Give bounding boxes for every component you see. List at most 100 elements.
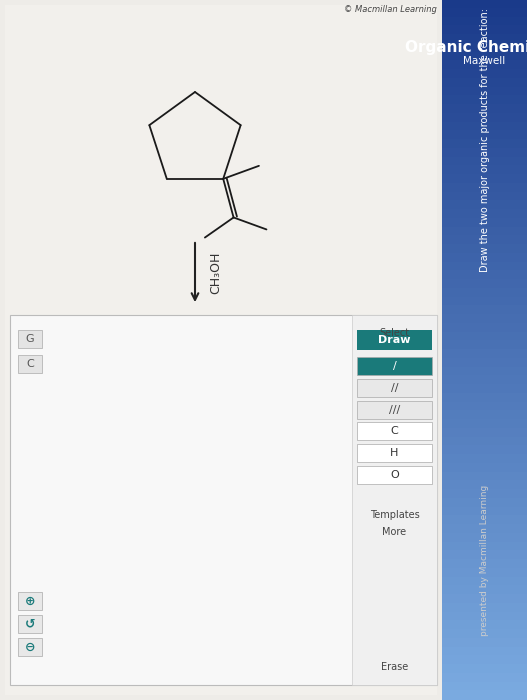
Bar (442, 437, 527, 447)
Bar (442, 349, 527, 358)
Bar (442, 183, 527, 193)
Bar (442, 410, 527, 420)
Bar (442, 314, 527, 323)
Bar (442, 288, 527, 298)
Bar (442, 69, 527, 79)
Bar (442, 148, 527, 158)
Bar (442, 0, 527, 8)
Text: Select: Select (379, 328, 409, 338)
Bar (442, 603, 527, 612)
Text: presented by Macmillan Learning: presented by Macmillan Learning (480, 484, 489, 636)
Bar (442, 262, 527, 271)
Bar (352, 315, 437, 685)
Bar (18, 592, 42, 610)
Bar (10, 315, 437, 685)
Bar (442, 375, 527, 385)
Bar (442, 244, 527, 254)
Bar (442, 620, 527, 630)
Bar (442, 60, 527, 70)
Text: Draw the two major organic products for the reaction:: Draw the two major organic products for … (480, 8, 490, 272)
Text: CH₃OH: CH₃OH (209, 251, 222, 294)
Text: Erase: Erase (381, 662, 408, 672)
Bar (442, 200, 527, 210)
Bar (442, 515, 527, 525)
Text: ⊕: ⊕ (25, 594, 35, 608)
Bar (442, 472, 527, 482)
Bar (442, 445, 527, 455)
Bar (442, 358, 527, 368)
Text: C: C (391, 426, 398, 436)
Bar (442, 122, 527, 132)
Bar (442, 297, 527, 307)
Bar (18, 330, 42, 348)
Bar (442, 594, 527, 603)
Bar (442, 52, 527, 62)
Bar (442, 542, 527, 552)
Bar (442, 104, 527, 113)
Text: Organic Chemistry: Organic Chemistry (405, 40, 527, 55)
Bar (442, 279, 527, 288)
Bar (442, 157, 527, 167)
Bar (442, 673, 527, 682)
Bar (442, 34, 527, 43)
Bar (442, 332, 527, 342)
Bar (442, 165, 527, 175)
Bar (442, 17, 527, 26)
Text: ⊖: ⊖ (25, 640, 35, 654)
Bar (442, 629, 527, 638)
Text: © Macmillan Learning: © Macmillan Learning (344, 5, 437, 14)
Bar (442, 507, 527, 517)
Bar (442, 139, 527, 149)
Text: G: G (26, 334, 34, 344)
Bar (5, 5, 437, 695)
Bar (442, 533, 527, 542)
Bar (0, 0, 442, 700)
Bar (442, 305, 527, 315)
Bar (357, 330, 432, 350)
Text: H: H (391, 448, 399, 458)
Text: ↺: ↺ (25, 617, 35, 631)
Bar (442, 568, 527, 578)
Text: //: // (391, 383, 398, 393)
Bar (442, 664, 527, 673)
Bar (442, 87, 527, 96)
Bar (442, 498, 527, 508)
Bar (18, 638, 42, 656)
Bar (442, 585, 527, 595)
Bar (442, 113, 527, 122)
Bar (442, 218, 527, 228)
Bar (442, 340, 527, 350)
Bar (442, 638, 527, 648)
Bar (442, 174, 527, 183)
Bar (442, 8, 527, 18)
Bar (442, 270, 527, 280)
Bar (18, 615, 42, 633)
Text: C: C (26, 359, 34, 369)
Bar (442, 682, 527, 692)
Bar (442, 253, 527, 262)
Text: Draw: Draw (378, 335, 411, 345)
Bar (442, 612, 527, 622)
Bar (442, 577, 527, 587)
Text: ///: /// (389, 405, 400, 415)
Text: O: O (390, 470, 399, 480)
Bar (442, 419, 527, 428)
Bar (442, 227, 527, 237)
Bar (442, 402, 527, 412)
Bar (442, 235, 527, 245)
Bar (442, 647, 527, 657)
Bar (357, 401, 432, 419)
Text: More: More (383, 527, 406, 537)
Bar (442, 524, 527, 533)
Bar (442, 463, 527, 473)
Bar (357, 422, 432, 440)
Text: /: / (393, 361, 396, 371)
Bar (442, 559, 527, 568)
Bar (442, 130, 527, 140)
Bar (442, 393, 527, 402)
Bar (357, 466, 432, 484)
Bar (442, 43, 527, 52)
Bar (442, 428, 527, 438)
Bar (442, 367, 527, 377)
Bar (442, 550, 527, 560)
